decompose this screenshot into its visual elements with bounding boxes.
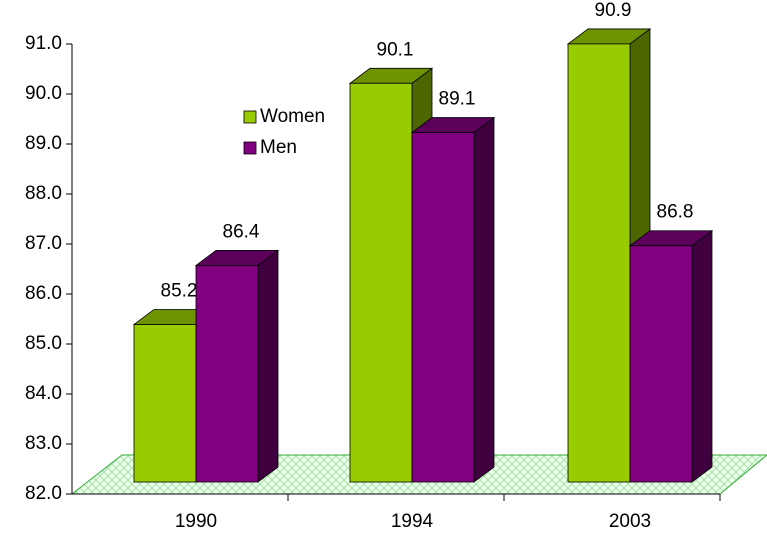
data-label: 89.1 (439, 89, 476, 110)
bar-front (411, 132, 475, 483)
bar-front (567, 43, 631, 483)
y-tick-label: 82.0 (25, 483, 62, 504)
bar-side (257, 249, 279, 483)
data-label: 85.2 (161, 281, 198, 302)
data-label: 86.8 (657, 202, 694, 223)
bar (628, 229, 714, 483)
y-tick-label: 90.0 (25, 83, 62, 104)
legend-label: Men (260, 137, 297, 158)
y-tick-label: 86.0 (25, 283, 62, 304)
data-label: 86.4 (223, 221, 260, 242)
bar-front (629, 245, 693, 483)
data-label: 90.1 (377, 39, 414, 60)
y-tick-label: 83.0 (25, 433, 62, 454)
y-tick-label: 84.0 (25, 383, 62, 404)
bar (410, 116, 496, 483)
bar-side (691, 229, 713, 483)
y-tick-label: 85.0 (25, 333, 62, 354)
bar (194, 249, 280, 483)
bar-side (473, 116, 495, 483)
legend-swatch (243, 141, 257, 155)
y-tick-label: 91.0 (25, 33, 62, 54)
y-tick-label: 88.0 (25, 183, 62, 204)
x-tick-label: 1990 (175, 511, 217, 532)
x-tick-label: 1994 (391, 511, 434, 532)
bar-front (349, 82, 413, 483)
legend-swatch (243, 110, 257, 124)
x-tick-label: 2003 (609, 511, 651, 532)
data-label: 90.9 (595, 0, 632, 21)
y-tick-label: 87.0 (25, 233, 62, 254)
bar-front (133, 324, 197, 483)
legend-label: Women (260, 106, 325, 127)
y-tick-label: 89.0 (25, 133, 62, 154)
bar-front (195, 265, 259, 483)
